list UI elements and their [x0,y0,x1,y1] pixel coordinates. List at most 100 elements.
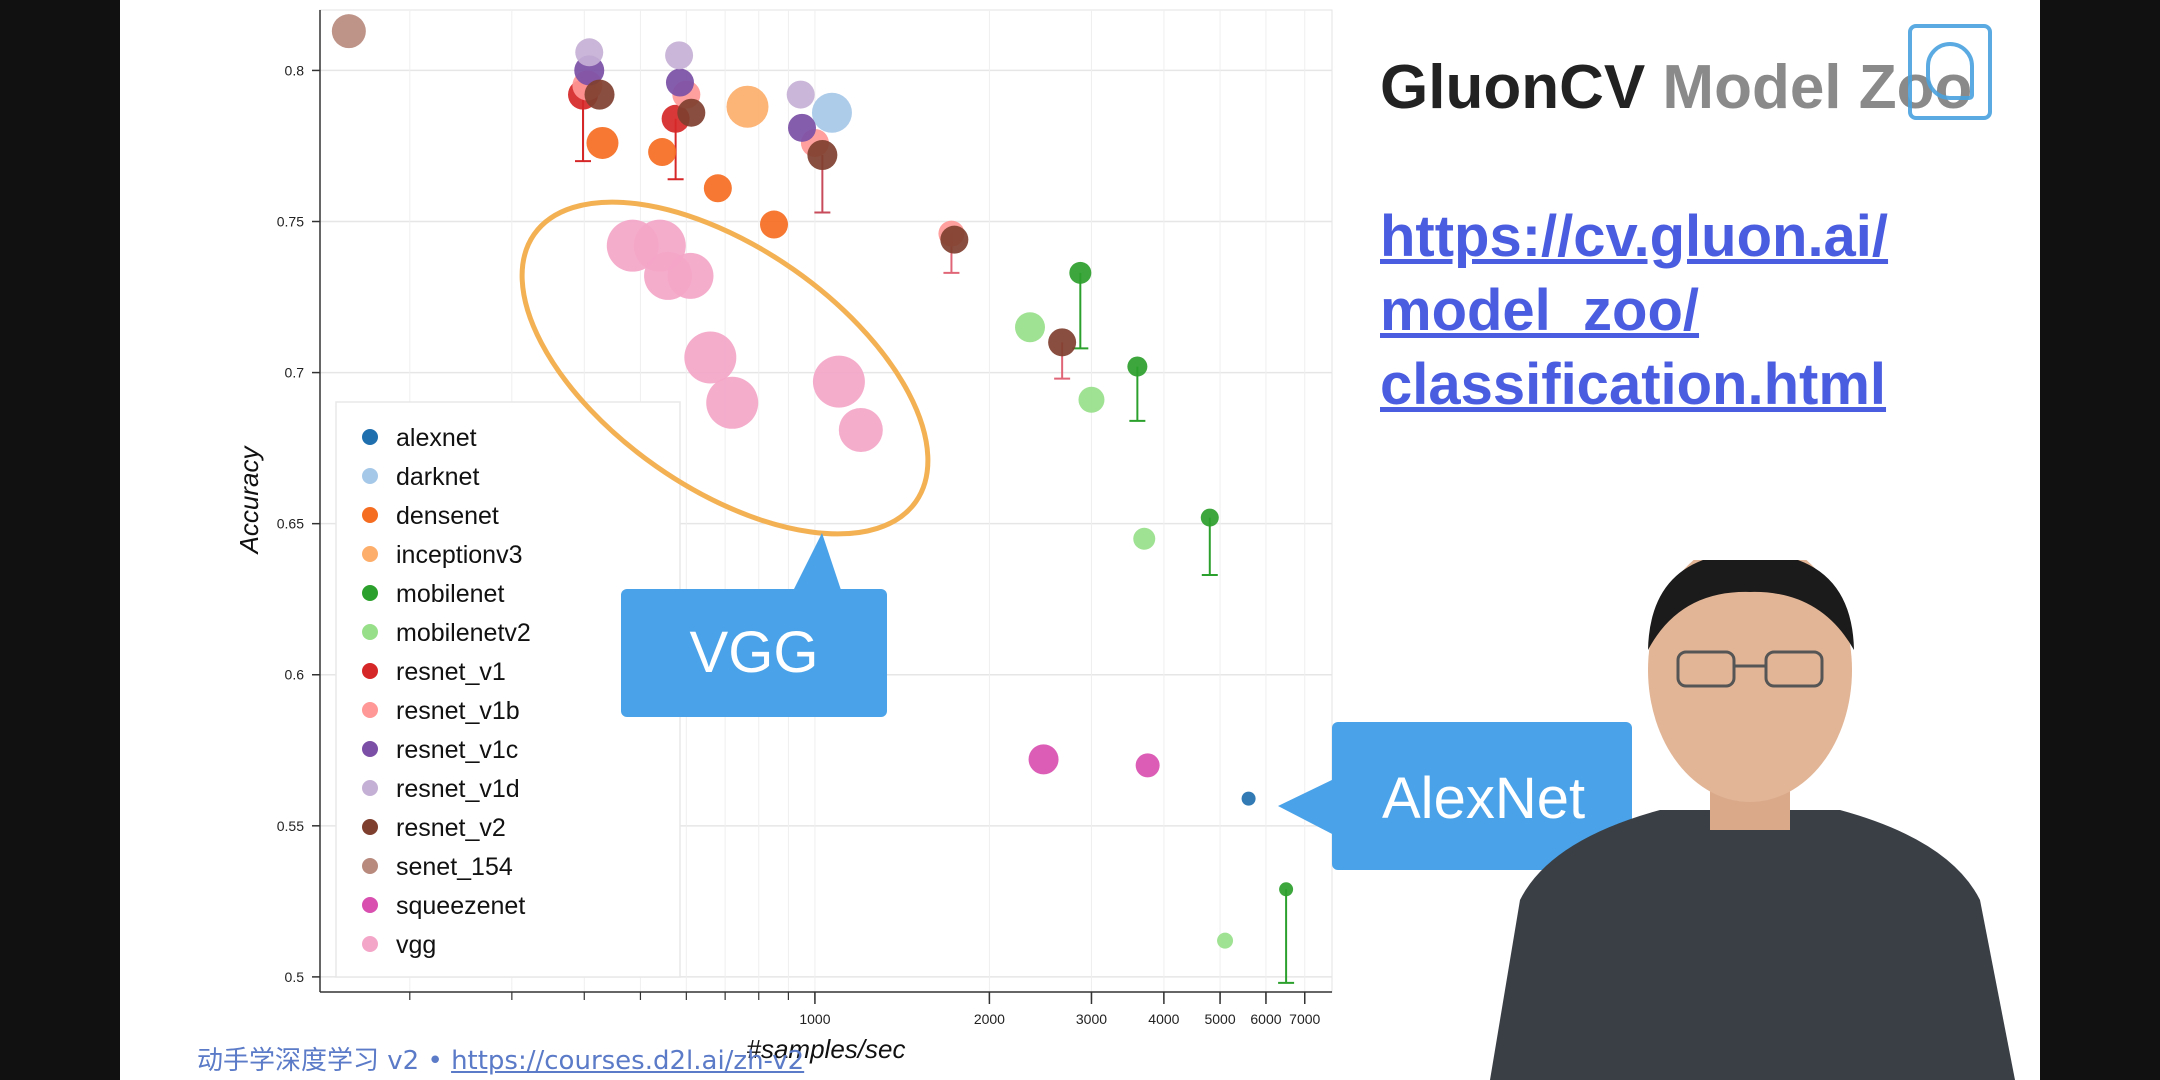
legend-marker-vgg [362,936,378,952]
points-layer [331,14,1294,949]
point-resnet_v2 [584,79,615,110]
slide-title-main: GluonCV [1380,53,1663,122]
point-densenet [586,126,619,159]
legend-label-inceptionv3: inceptionv3 [396,541,522,569]
alexnet-callout: AlexNet [1278,722,1632,870]
point-resnet_v2 [807,140,838,171]
point-resnet_v1d [665,41,694,70]
legend-label-resnet_v1b: resnet_v1b [396,697,520,725]
y-tick-label: 0.5 [285,969,305,985]
legend-label-densenet: densenet [396,502,499,530]
point-mobilenetv2 [1217,932,1234,949]
x-tick-label: 3000 [1076,1011,1107,1027]
x-tick-label: 6000 [1250,1011,1281,1027]
legend-marker-darknet [362,468,378,484]
alexnet-callout-box [1332,722,1632,870]
point-darknet [811,92,852,133]
point-alexnet [1241,791,1256,806]
point-senet_154 [331,14,366,49]
scatter-chart: 0.5 0.55 0.6 0.65 0.7 0.75 0.8 1000 2000 3000 4000… [234,9,1632,1064]
x-axis-title: #samples/sec [747,1034,906,1064]
y-tick-label: 0.65 [277,516,304,532]
point-squeezenet [1135,753,1160,778]
legend-label-resnet_v1c: resnet_v1c [396,736,518,764]
point-densenet [648,138,677,167]
presenter-glasses-right [1764,650,1824,688]
point-mobilenet [1127,356,1148,377]
legend-marker-senet_154 [362,858,378,874]
presenter-shirt [1490,810,2015,1080]
x-tick-label: 7000 [1289,1011,1320,1027]
x-tick-label: 2000 [974,1011,1005,1027]
vgg-callout: VGG [621,533,887,717]
presenter-figure [1490,560,2015,1080]
legend-marker-densenet [362,507,378,523]
slide-title: GluonCV Model Zoo [1380,52,1972,123]
url-line-2[interactable]: model_zoo/ [1380,278,1700,343]
point-vgg [667,252,714,299]
legend-marker-alexnet [362,429,378,445]
legend-marker-resnet_v2 [362,819,378,835]
point-mobilenet [1279,882,1294,897]
y-tick-label: 0.8 [285,62,305,78]
vgg-callout-label: VGG [690,620,819,685]
y-tick-label: 0.7 [285,365,305,381]
point-inceptionv3 [726,85,769,128]
slide: 0.5 0.55 0.6 0.65 0.7 0.75 0.8 1000 2000 3000 4000… [120,0,2040,1080]
legend-marker-mobilenetv2 [362,624,378,640]
bilibili-logo-icon [1908,24,1992,120]
point-squeezenet [1028,744,1059,775]
point-densenet [703,174,732,203]
slide-title-suffix: Model Zoo [1662,53,1973,122]
point-resnet_v2 [940,225,969,254]
right-letterbox [2040,0,2160,1080]
point-vgg [684,331,737,384]
legend-label-vgg: vgg [396,931,436,959]
legend-marker-resnet_v1 [362,663,378,679]
point-resnet_v2 [677,98,706,127]
vgg-callout-pointer [792,533,842,593]
presenter-hair [1648,560,1854,650]
legend-marker-resnet_v1d [362,780,378,796]
url-line-1[interactable]: https://cv.gluon.ai/ [1380,204,1889,269]
legend-label-resnet_v1: resnet_v1 [396,658,506,686]
y-tick-label: 0.75 [277,214,304,230]
left-letterbox [0,0,120,1080]
presenter-face [1648,560,1852,802]
point-mobilenetv2 [1015,312,1046,343]
vgg-callout-box [621,589,887,717]
legend-label-senet_154: senet_154 [396,853,513,881]
y-tick-label: 0.55 [277,818,304,834]
point-resnet_v1d [575,38,604,67]
point-resnet_v1c [788,113,817,142]
point-vgg [812,355,865,408]
model-zoo-link[interactable]: https://cv.gluon.ai/ model_zoo/ classifi… [1380,200,1888,422]
presenter-glasses-left [1676,650,1736,688]
point-vgg [706,376,759,429]
point-densenet [760,210,789,239]
point-mobilenet [1200,508,1219,527]
footer-text: 动手学深度学习 v2 • [197,1046,452,1076]
course-footer: 动手学深度学习 v2 • https://courses.d2l.ai/zh-v… [197,1040,804,1077]
vgg-highlight-ellipse [519,199,931,537]
legend-marker-mobilenet [362,585,378,601]
x-tick-label: 4000 [1148,1011,1179,1027]
point-resnet_v1d [786,80,815,109]
y-axis-title: Accuracy [234,445,264,556]
x-tick-label: 1000 [799,1011,830,1027]
alexnet-callout-pointer [1278,778,1336,836]
footer-link[interactable]: https://courses.d2l.ai/zh-v2 [451,1046,805,1076]
point-vgg [838,407,883,452]
legend-marker-inceptionv3 [362,546,378,562]
legend-label-darknet: darknet [396,463,479,491]
legend-marker-resnet_v1b [362,702,378,718]
legend-label-resnet_v2: resnet_v2 [396,814,506,842]
legend-label-resnet_v1d: resnet_v1d [396,775,520,803]
point-mobilenet [1069,261,1092,284]
url-line-3[interactable]: classification.html [1380,352,1887,417]
point-resnet_v1c [665,68,694,97]
legend-marker-resnet_v1c [362,741,378,757]
legend-marker-squeezenet [362,897,378,913]
point-mobilenetv2 [1133,527,1156,550]
legend-label-mobilenetv2: mobilenetv2 [396,619,531,647]
